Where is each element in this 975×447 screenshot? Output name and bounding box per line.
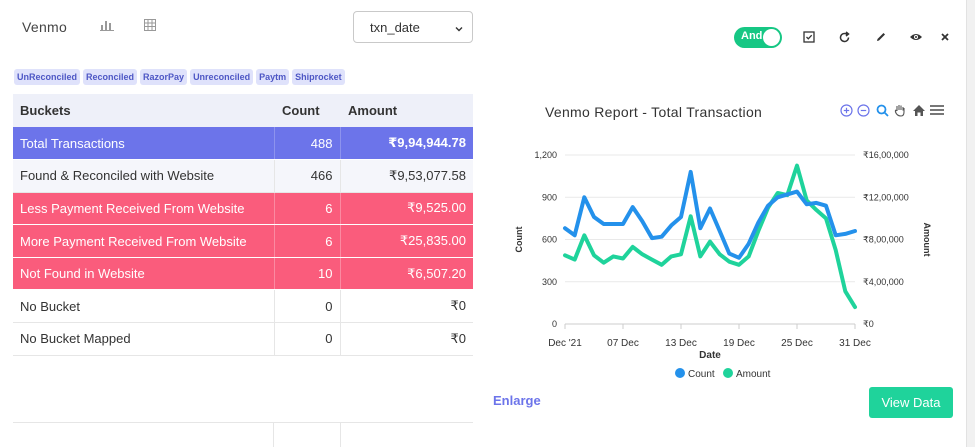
bucket-amount: ₹0 — [339, 322, 473, 356]
y-left-tick-label: 0 — [552, 319, 557, 329]
legend-marker-count — [675, 368, 685, 378]
enlarge-link[interactable]: Enlarge — [493, 393, 541, 408]
table-bottom-row — [13, 422, 473, 447]
y-right-tick-label: ₹16,00,000 — [863, 150, 909, 160]
x-tick-label: Dec '21 — [548, 338, 582, 349]
x-tick-label: 31 Dec — [839, 338, 871, 349]
toggle-knob — [763, 29, 780, 46]
bucket-amount: ₹25,835.00 — [339, 224, 473, 258]
bucket-name: More Payment Received From Website — [13, 224, 274, 258]
bucket-count: 466 — [273, 159, 340, 193]
bucket-amount: ₹9,94,944.78 — [339, 127, 473, 161]
chart-title: Venmo Report - Total Transaction — [545, 104, 763, 120]
table-row[interactable]: No Bucket Mapped 0 ₹0 — [13, 322, 473, 356]
view-data-button[interactable]: View Data — [869, 387, 953, 418]
x-tick-label: 25 Dec — [781, 338, 813, 349]
bucket-count: 6 — [273, 224, 340, 258]
bucket-name: Found & Reconciled with Website — [13, 159, 274, 193]
y-left-tick-label: 600 — [542, 235, 557, 245]
table-row[interactable]: Not Found in Website 10 ₹6,507.20 — [13, 257, 473, 291]
table-icon[interactable] — [140, 15, 160, 35]
y-right-axis-title: Amount — [922, 223, 932, 257]
series-line-amount — [563, 163, 857, 310]
table-row[interactable]: Found & Reconciled with Website 466 ₹9,5… — [13, 159, 473, 193]
bucket-name: No Bucket — [13, 289, 274, 324]
scrollbar[interactable] — [966, 0, 975, 447]
bucket-amount: ₹9,53,077.58 — [339, 159, 473, 193]
y-right-tick-label: ₹8,00,000 — [863, 235, 904, 245]
menu-icon[interactable] — [929, 102, 945, 118]
refresh-icon[interactable] — [835, 28, 853, 46]
zoom-out-icon[interactable] — [855, 102, 871, 118]
header-amount: Amount — [340, 94, 473, 127]
header-count: Count — [274, 94, 340, 127]
tag-shiprocket[interactable]: Shiprocket — [292, 69, 345, 85]
y-left-tick-label: 300 — [542, 277, 557, 287]
bucket-name: Total Transactions — [13, 127, 274, 161]
checkbox-icon[interactable] — [800, 28, 818, 46]
x-tick-label: 13 Dec — [665, 338, 697, 349]
y-left-tick-label: 1,200 — [534, 150, 557, 160]
page-title: Venmo — [22, 19, 68, 35]
search-zoom-icon[interactable] — [874, 102, 890, 118]
bucket-count: 6 — [273, 192, 340, 226]
home-icon[interactable] — [911, 102, 927, 118]
bar-chart-icon[interactable] — [97, 15, 117, 35]
bucket-count: 488 — [273, 127, 340, 161]
table-header-row: Buckets Count Amount — [13, 94, 473, 127]
legend-marker-amount — [723, 368, 733, 378]
date-field-select[interactable]: txn_date — [353, 11, 473, 43]
eye-icon[interactable] — [907, 28, 925, 46]
bucket-count: 0 — [273, 322, 340, 356]
edit-icon[interactable] — [872, 28, 890, 46]
zoom-in-icon[interactable] — [838, 102, 854, 118]
transaction-line-chart: 0 300 600 900 1,200 ₹0 ₹4,00,000 ₹8,00,000 ₹12,0… — [514, 150, 932, 380]
y-left-axis-title: Count — [514, 227, 524, 253]
table-row[interactable]: Less Payment Received From Website 6 ₹9,… — [13, 192, 473, 226]
bucket-amount: ₹6,507.20 — [339, 257, 473, 291]
x-tick-label: 19 Dec — [723, 338, 755, 349]
y-left-tick-label: 900 — [542, 192, 557, 202]
bucket-name: Less Payment Received From Website — [13, 192, 274, 226]
toggle-label: And — [741, 30, 763, 42]
tag-razorpay[interactable]: RazorPay — [140, 69, 188, 85]
y-right-tick-label: ₹12,00,000 — [863, 192, 909, 202]
bucket-amount: ₹0 — [339, 289, 473, 324]
table-row[interactable]: More Payment Received From Website 6 ₹25… — [13, 224, 473, 258]
bucket-name: No Bucket Mapped — [13, 322, 274, 356]
buckets-table: Buckets Count Amount Total Transactions … — [13, 94, 473, 356]
pan-hand-icon[interactable] — [892, 102, 908, 118]
bucket-amount: ₹9,525.00 — [339, 192, 473, 226]
legend-label-count: Count — [688, 369, 715, 380]
x-tick-label: 07 Dec — [607, 338, 639, 349]
bucket-count: 0 — [273, 289, 340, 324]
table-row[interactable]: Total Transactions 488 ₹9,94,944.78 — [13, 127, 473, 161]
header-buckets: Buckets — [13, 94, 274, 127]
y-right-tick-label: ₹0 — [863, 319, 874, 329]
chevron-down-icon — [454, 22, 464, 37]
source-tags: UnReconciled Reconciled RazorPay Unrecon… — [14, 69, 345, 85]
date-field-value: txn_date — [370, 19, 420, 35]
bucket-name: Not Found in Website — [13, 257, 274, 291]
close-icon[interactable] — [936, 28, 954, 46]
tag-reconciled[interactable]: Reconciled — [83, 69, 138, 85]
y-right-tick-label: ₹4,00,000 — [863, 277, 904, 287]
bucket-count: 10 — [273, 257, 340, 291]
series-line-count — [563, 169, 857, 260]
and-toggle[interactable]: And — [734, 27, 782, 48]
tag-unreconciled-2[interactable]: Unreconciled — [190, 69, 254, 85]
tag-paytm[interactable]: Paytm — [256, 69, 290, 85]
x-axis-title: Date — [699, 350, 721, 361]
legend-label-amount: Amount — [736, 369, 771, 380]
table-row[interactable]: No Bucket 0 ₹0 — [13, 289, 473, 324]
tag-unreconciled[interactable]: UnReconciled — [14, 69, 81, 85]
